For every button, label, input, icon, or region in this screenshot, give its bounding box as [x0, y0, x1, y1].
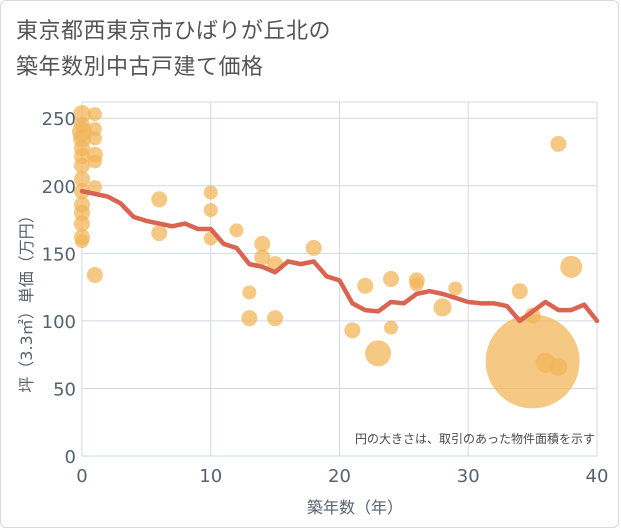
axis-ticks: 0 50 100 150 200 250 0 10 20 30 40 [42, 109, 609, 487]
data-bubble [448, 281, 463, 296]
chart-title-line2: 築年数別中古戸建て価格 [16, 55, 264, 80]
data-bubble [433, 298, 452, 317]
data-bubble [203, 203, 218, 218]
bubble-series [72, 105, 583, 409]
data-bubble [87, 107, 102, 122]
data-bubble [511, 283, 528, 300]
trend-series [79, 188, 600, 324]
data-bubble [241, 310, 258, 327]
data-bubble [409, 277, 424, 292]
data-bubble [87, 154, 102, 169]
data-bubble [87, 131, 102, 146]
data-bubble [560, 255, 583, 278]
y-axis-label: 坪（3.3㎡）単価（万円） [17, 207, 36, 392]
data-bubble [151, 225, 168, 242]
x-tick-label: 20 [328, 466, 351, 487]
data-bubble [75, 234, 89, 249]
x-tick-label: 10 [199, 466, 222, 487]
y-tick-label: 150 [42, 244, 76, 265]
chart-title: 東京都西東京市ひばりが丘北の 築年数別中古戸建て価格 [16, 14, 331, 86]
data-bubble [485, 314, 580, 409]
data-bubble [267, 310, 284, 327]
data-bubble [203, 185, 218, 200]
data-bubble [74, 157, 90, 174]
data-bubble [357, 277, 374, 294]
data-bubble [151, 191, 168, 208]
data-bubble [365, 340, 392, 367]
x-tick-label: 0 [76, 466, 87, 487]
data-bubble [305, 239, 322, 256]
data-bubble [550, 135, 567, 152]
trend-line [79, 188, 600, 324]
x-axis-label: 築年数（年） [307, 498, 403, 517]
data-bubble [383, 271, 399, 287]
x-tick-label: 30 [457, 466, 480, 487]
x-tick-label: 40 [586, 466, 609, 487]
y-tick-label: 100 [42, 312, 76, 333]
data-bubble [74, 171, 90, 188]
data-bubble [344, 322, 361, 339]
data-bubble [254, 249, 271, 266]
data-bubble [242, 285, 257, 300]
size-note: 円の大きさは、取引のあった物件面積を示す [355, 431, 595, 446]
data-bubble [229, 223, 244, 238]
data-bubble [254, 235, 271, 252]
data-bubble [384, 320, 398, 335]
data-bubble [549, 357, 568, 376]
chart-title-line1: 東京都西東京市ひばりが丘北の [16, 19, 332, 44]
data-bubble [87, 180, 102, 195]
data-bubble [74, 215, 90, 232]
y-tick-label: 200 [42, 177, 76, 198]
y-tick-label: 50 [53, 379, 76, 400]
data-bubble [86, 266, 103, 283]
y-tick-label: 250 [42, 109, 76, 130]
y-tick-label: 0 [65, 447, 76, 468]
data-bubble [524, 307, 541, 324]
